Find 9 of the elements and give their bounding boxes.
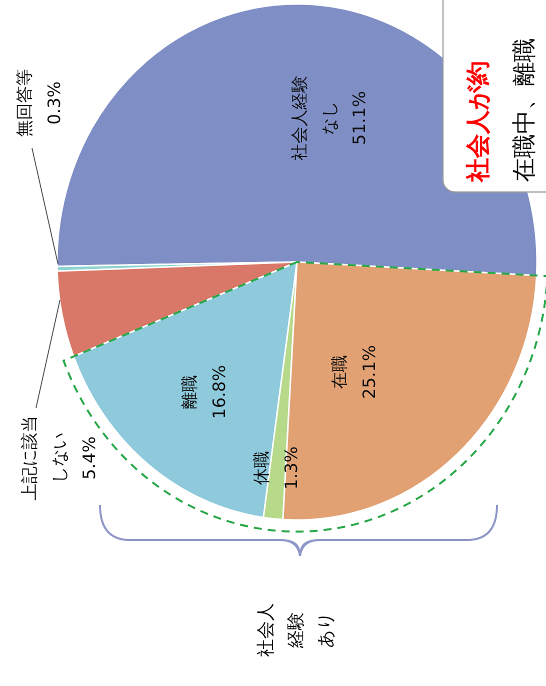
label: 離職 16.8% [180,365,230,419]
label: 社会人経験なし 51.1% [290,76,370,160]
label: 在職 25.1% [330,345,380,399]
label: 無回答等 0.3% [15,69,65,137]
annotation: 社会人経験あり [256,603,336,657]
label: 休職 1.3% [252,446,302,490]
label: 上記に該当しない 5.4% [20,416,100,500]
text: 社会人が約 [464,61,492,183]
text: 在職中、離職 [510,38,538,182]
